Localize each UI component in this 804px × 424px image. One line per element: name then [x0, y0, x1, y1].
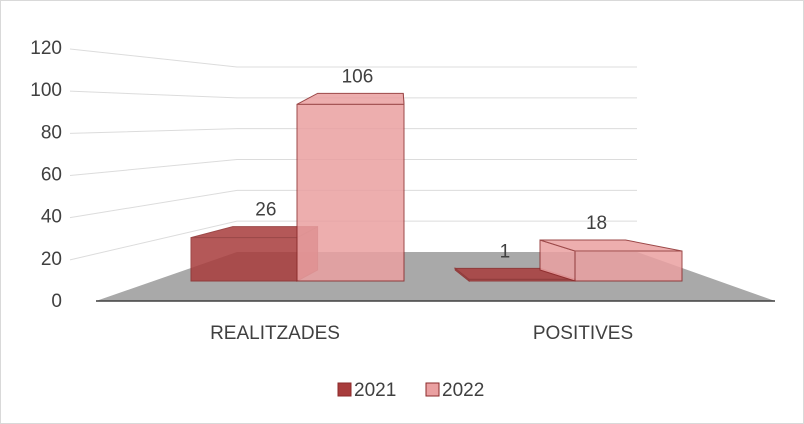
y-tick-label: 0	[51, 291, 62, 312]
legend-label: 2021	[354, 380, 396, 401]
x-tick-label: REALITZADES	[210, 323, 340, 344]
value-label: 1	[500, 241, 511, 262]
grid-line	[69, 90, 637, 99]
bar-front	[468, 278, 576, 282]
legend-label: 2022	[442, 380, 484, 401]
bar-front	[190, 237, 298, 282]
grid-line	[69, 159, 637, 176]
grid-line	[69, 189, 637, 219]
legend-swatch	[425, 382, 440, 397]
bar	[539, 239, 683, 282]
y-tick-label: 100	[30, 80, 62, 101]
y-tick-label: 80	[41, 122, 62, 143]
grid-line	[69, 220, 637, 261]
grid-line	[69, 48, 637, 68]
grid-line	[69, 128, 637, 134]
y-tick-label: 60	[41, 165, 62, 186]
y-tick-label: 20	[41, 249, 62, 270]
value-label: 26	[255, 200, 276, 221]
bar-front	[574, 250, 683, 282]
value-label: 106	[342, 66, 374, 87]
y-tick-label: 120	[30, 38, 62, 59]
x-tick-label: POSITIVES	[533, 323, 633, 344]
bar	[296, 92, 405, 282]
value-label: 18	[586, 213, 607, 234]
legend-swatch	[337, 382, 352, 397]
bar-front	[296, 103, 405, 282]
y-tick-label: 40	[41, 207, 62, 228]
